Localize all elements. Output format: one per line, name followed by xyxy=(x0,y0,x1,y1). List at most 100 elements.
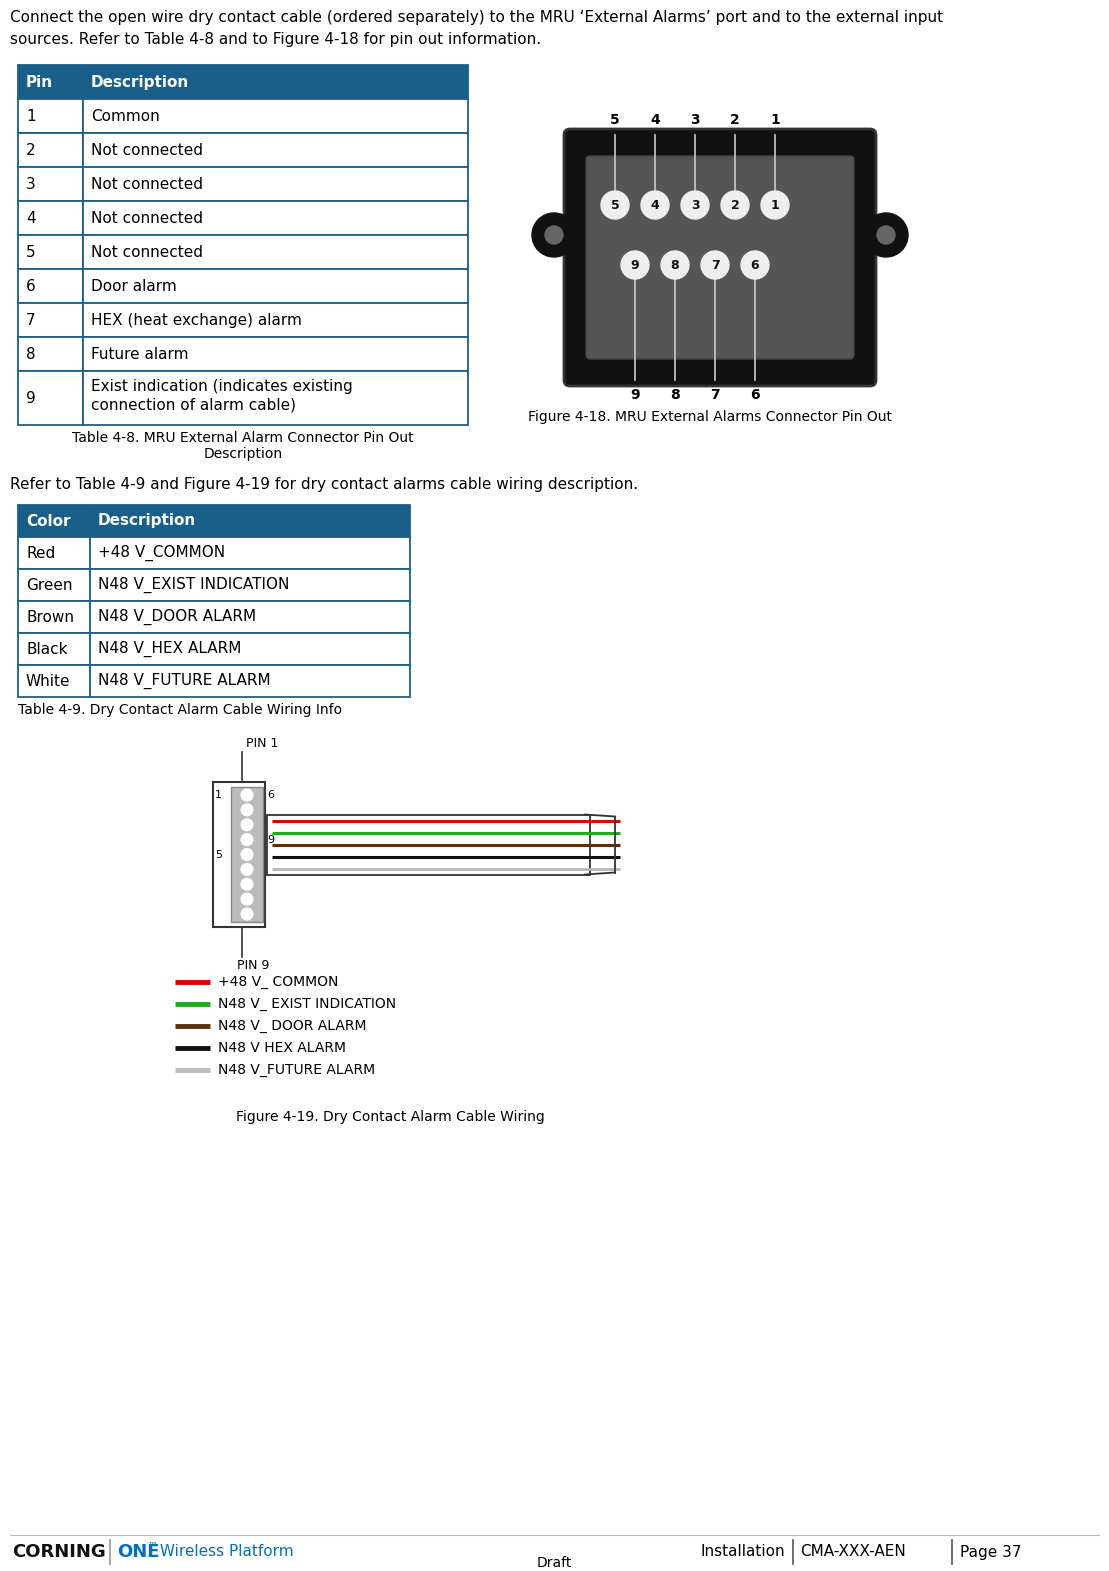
Text: Connect the open wire dry contact cable (ordered separately) to the MRU ‘Externa: Connect the open wire dry contact cable … xyxy=(10,9,943,25)
Circle shape xyxy=(601,192,629,218)
Text: 9: 9 xyxy=(631,259,639,272)
Text: +48 V_ COMMON: +48 V_ COMMON xyxy=(218,976,338,990)
Text: 5: 5 xyxy=(215,850,222,859)
Text: Future alarm: Future alarm xyxy=(91,347,189,361)
Text: 5: 5 xyxy=(26,245,35,259)
Text: PIN 9: PIN 9 xyxy=(236,958,269,972)
Text: Table 4-8. MRU External Alarm Connector Pin Out: Table 4-8. MRU External Alarm Connector … xyxy=(72,430,414,445)
Circle shape xyxy=(545,226,563,244)
Bar xyxy=(83,236,468,269)
Text: 2: 2 xyxy=(731,198,740,212)
Text: 7: 7 xyxy=(710,388,720,402)
FancyBboxPatch shape xyxy=(564,129,876,386)
Bar xyxy=(18,371,83,426)
Bar xyxy=(83,134,468,167)
Text: N48 V_ DOOR ALARM: N48 V_ DOOR ALARM xyxy=(218,1020,366,1034)
Text: +48 V_COMMON: +48 V_COMMON xyxy=(98,545,225,561)
Text: Page 37: Page 37 xyxy=(960,1544,1021,1560)
Bar xyxy=(90,602,410,633)
Circle shape xyxy=(641,192,669,218)
Text: 8: 8 xyxy=(670,388,680,402)
Bar xyxy=(83,303,468,338)
Text: Not connected: Not connected xyxy=(91,143,203,157)
Text: 2: 2 xyxy=(730,113,740,127)
Circle shape xyxy=(241,804,253,815)
Text: Not connected: Not connected xyxy=(91,211,203,226)
Bar xyxy=(18,64,83,99)
Text: 2: 2 xyxy=(26,143,35,157)
Bar xyxy=(267,814,590,875)
Text: Figure 4-18. MRU External Alarms Connector Pin Out: Figure 4-18. MRU External Alarms Connect… xyxy=(528,410,892,424)
Text: Color: Color xyxy=(26,514,71,528)
Text: Not connected: Not connected xyxy=(91,245,203,259)
Text: Figure 4-19. Dry Contact Alarm Cable Wiring: Figure 4-19. Dry Contact Alarm Cable Wir… xyxy=(235,1111,545,1123)
Bar xyxy=(18,134,83,167)
Text: Black: Black xyxy=(26,641,68,657)
Text: 6: 6 xyxy=(751,259,760,272)
Text: Wireless Platform: Wireless Platform xyxy=(155,1544,294,1560)
Circle shape xyxy=(241,864,253,875)
Bar xyxy=(90,569,410,602)
Circle shape xyxy=(532,214,576,258)
Text: PIN 1: PIN 1 xyxy=(245,737,278,749)
Bar xyxy=(83,201,468,236)
Circle shape xyxy=(661,251,689,280)
Bar xyxy=(90,665,410,698)
Circle shape xyxy=(241,908,253,921)
Text: 4: 4 xyxy=(650,113,660,127)
Text: sources. Refer to Table 4-8 and to Figure 4-18 for pin out information.: sources. Refer to Table 4-8 and to Figur… xyxy=(10,31,541,47)
Text: N48 V_DOOR ALARM: N48 V_DOOR ALARM xyxy=(98,610,256,625)
Bar xyxy=(90,504,410,537)
Bar xyxy=(83,167,468,201)
Circle shape xyxy=(241,834,253,845)
Text: 1: 1 xyxy=(771,198,780,212)
Bar xyxy=(231,787,263,922)
Text: Description: Description xyxy=(91,74,190,90)
Text: CORNING: CORNING xyxy=(12,1543,105,1562)
Text: 1: 1 xyxy=(26,108,35,124)
Text: Green: Green xyxy=(26,578,72,592)
Bar xyxy=(18,504,90,537)
Text: Draft: Draft xyxy=(537,1555,571,1569)
Text: 7: 7 xyxy=(26,313,35,327)
Text: N48 V_FUTURE ALARM: N48 V_FUTURE ALARM xyxy=(218,1064,375,1078)
Circle shape xyxy=(701,251,729,280)
Bar xyxy=(90,633,410,665)
Bar xyxy=(18,569,90,602)
FancyBboxPatch shape xyxy=(586,156,854,360)
Text: ™: ™ xyxy=(147,1540,157,1551)
Text: 6: 6 xyxy=(267,790,274,800)
Bar xyxy=(90,537,410,569)
Text: 3: 3 xyxy=(690,113,700,127)
Text: Brown: Brown xyxy=(26,610,74,625)
Text: Exist indication (indicates existing: Exist indication (indicates existing xyxy=(91,379,353,394)
Circle shape xyxy=(241,894,253,905)
Text: 3: 3 xyxy=(26,176,35,192)
Text: N48 V_FUTURE ALARM: N48 V_FUTURE ALARM xyxy=(98,672,271,690)
Text: CMA-XXX-AEN: CMA-XXX-AEN xyxy=(800,1544,906,1560)
Text: Refer to Table 4-9 and Figure 4-19 for dry contact alarms cable wiring descripti: Refer to Table 4-9 and Figure 4-19 for d… xyxy=(10,478,638,492)
Text: Door alarm: Door alarm xyxy=(91,278,176,294)
Text: connection of alarm cable): connection of alarm cable) xyxy=(91,397,296,412)
Text: 1: 1 xyxy=(215,790,222,800)
Text: 6: 6 xyxy=(750,388,760,402)
Circle shape xyxy=(241,848,253,861)
Text: White: White xyxy=(26,674,71,688)
Bar xyxy=(18,167,83,201)
Bar xyxy=(18,303,83,338)
Circle shape xyxy=(241,789,253,801)
Text: 7: 7 xyxy=(711,259,720,272)
Text: Description: Description xyxy=(203,448,283,460)
Text: 6: 6 xyxy=(26,278,35,294)
Text: 4: 4 xyxy=(651,198,660,212)
Bar xyxy=(18,201,83,236)
Bar xyxy=(18,269,83,303)
Text: 8: 8 xyxy=(26,347,35,361)
Text: 9: 9 xyxy=(26,391,35,405)
Bar xyxy=(83,371,468,426)
Text: Description: Description xyxy=(98,514,196,528)
Circle shape xyxy=(864,214,908,258)
Circle shape xyxy=(241,878,253,891)
Circle shape xyxy=(877,226,895,244)
Text: Table 4-9. Dry Contact Alarm Cable Wiring Info: Table 4-9. Dry Contact Alarm Cable Wirin… xyxy=(18,702,342,716)
